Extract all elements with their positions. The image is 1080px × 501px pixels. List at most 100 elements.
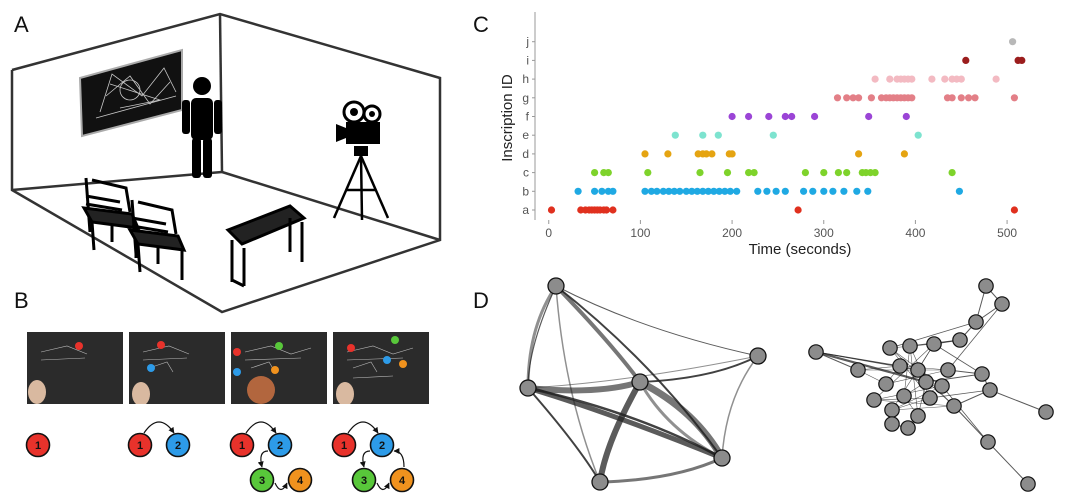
- data-point-g: [855, 94, 863, 102]
- data-point-c: [948, 169, 956, 177]
- data-point-b: [665, 187, 673, 195]
- node-3: [351, 467, 377, 493]
- network-node: [918, 374, 934, 390]
- data-point-b: [733, 187, 741, 195]
- network-edge: [953, 405, 989, 443]
- camera-icon: [336, 100, 382, 156]
- y-tick-label: d: [522, 147, 529, 161]
- data-point-h: [928, 75, 936, 83]
- x-tick-label: 400: [905, 226, 925, 240]
- arc-2-3: [257, 450, 269, 468]
- data-point-h: [941, 75, 949, 83]
- data-point-g: [965, 94, 973, 102]
- x-tick-label: 500: [997, 226, 1017, 240]
- arc-1-2: [347, 421, 379, 434]
- video-frame-3: [231, 332, 327, 404]
- data-point-i: [1018, 56, 1026, 64]
- table-icon: [225, 204, 307, 288]
- data-point-d: [702, 150, 710, 158]
- data-point-b: [641, 187, 649, 195]
- network-node: [884, 402, 900, 418]
- data-point-c: [696, 169, 704, 177]
- network-edge: [941, 385, 989, 443]
- blackboard-icon: [78, 48, 183, 138]
- y-tick-label: i: [526, 53, 529, 67]
- network-left: [519, 277, 767, 491]
- network-node: [892, 358, 908, 374]
- x-axis-label: Time (seconds): [749, 241, 852, 258]
- y-tick-label: a: [522, 203, 529, 217]
- data-point-b: [653, 187, 661, 195]
- network-edge: [903, 345, 911, 397]
- arc-3-4: [274, 482, 288, 491]
- data-point-d: [664, 150, 672, 158]
- data-point-b: [704, 187, 712, 195]
- data-point-h: [957, 75, 965, 83]
- data-point-d: [728, 150, 736, 158]
- data-point-a: [1010, 206, 1019, 214]
- network-edge: [891, 385, 943, 411]
- network-edge: [638, 378, 726, 460]
- data-point-f: [745, 112, 753, 121]
- data-point-b: [853, 187, 861, 195]
- chair-icon: [127, 199, 187, 280]
- video-frame-1: [27, 332, 123, 404]
- arc-1-2: [143, 421, 175, 434]
- data-point-e: [914, 131, 922, 139]
- network-edge: [599, 456, 723, 484]
- data-point-g: [908, 94, 916, 102]
- network-node: [902, 338, 918, 354]
- network-edge: [554, 284, 642, 384]
- network-node: [974, 366, 990, 382]
- data-point-b: [829, 187, 837, 195]
- data-point-b: [781, 187, 789, 195]
- network-node: [866, 392, 882, 408]
- data-point-g: [867, 94, 875, 102]
- network-node: [519, 379, 537, 397]
- data-point-j: [1009, 38, 1017, 46]
- data-point-a: [609, 206, 617, 214]
- classroom-illustration: [10, 12, 442, 314]
- data-point-f: [865, 112, 873, 121]
- data-point-e: [671, 131, 679, 139]
- node-1: [229, 432, 255, 458]
- data-point-c: [604, 169, 612, 177]
- network-node: [968, 314, 984, 330]
- data-point-b: [609, 187, 617, 195]
- network-node: [631, 373, 649, 391]
- node-1: [25, 432, 51, 458]
- data-point-c: [820, 169, 828, 177]
- network-edge: [947, 303, 1003, 371]
- data-point-a: [794, 206, 802, 214]
- data-point-d: [708, 150, 716, 158]
- network-node: [910, 408, 926, 424]
- data-point-b: [699, 187, 707, 195]
- network-edge: [638, 381, 723, 460]
- network-right: [808, 278, 1054, 492]
- network-node: [952, 332, 968, 348]
- sequence-diagrams: 1 1 2 1 23 41 23 4: [25, 421, 415, 493]
- node-label: 2: [277, 440, 283, 452]
- data-point-g: [957, 94, 965, 102]
- node-label: 3: [361, 475, 367, 487]
- data-point-c: [834, 169, 842, 177]
- data-point-f: [765, 112, 773, 121]
- network-edge: [815, 351, 901, 367]
- data-point-b: [955, 187, 963, 195]
- network-edge: [527, 285, 557, 389]
- network-node: [940, 362, 956, 378]
- network-edge: [721, 355, 759, 459]
- data-point-h: [992, 75, 1000, 83]
- data-point-f: [811, 112, 819, 121]
- panel-label-d: D: [473, 288, 489, 313]
- network-node: [978, 278, 994, 294]
- node-4: [389, 467, 415, 493]
- data-point-b: [763, 187, 771, 195]
- node-2: [369, 432, 395, 458]
- data-point-b: [710, 187, 718, 195]
- data-point-e: [714, 131, 722, 139]
- y-tick-label: b: [522, 184, 529, 198]
- data-point-b: [721, 187, 729, 195]
- sequence-step-3: 1 2 3 4: [229, 421, 313, 493]
